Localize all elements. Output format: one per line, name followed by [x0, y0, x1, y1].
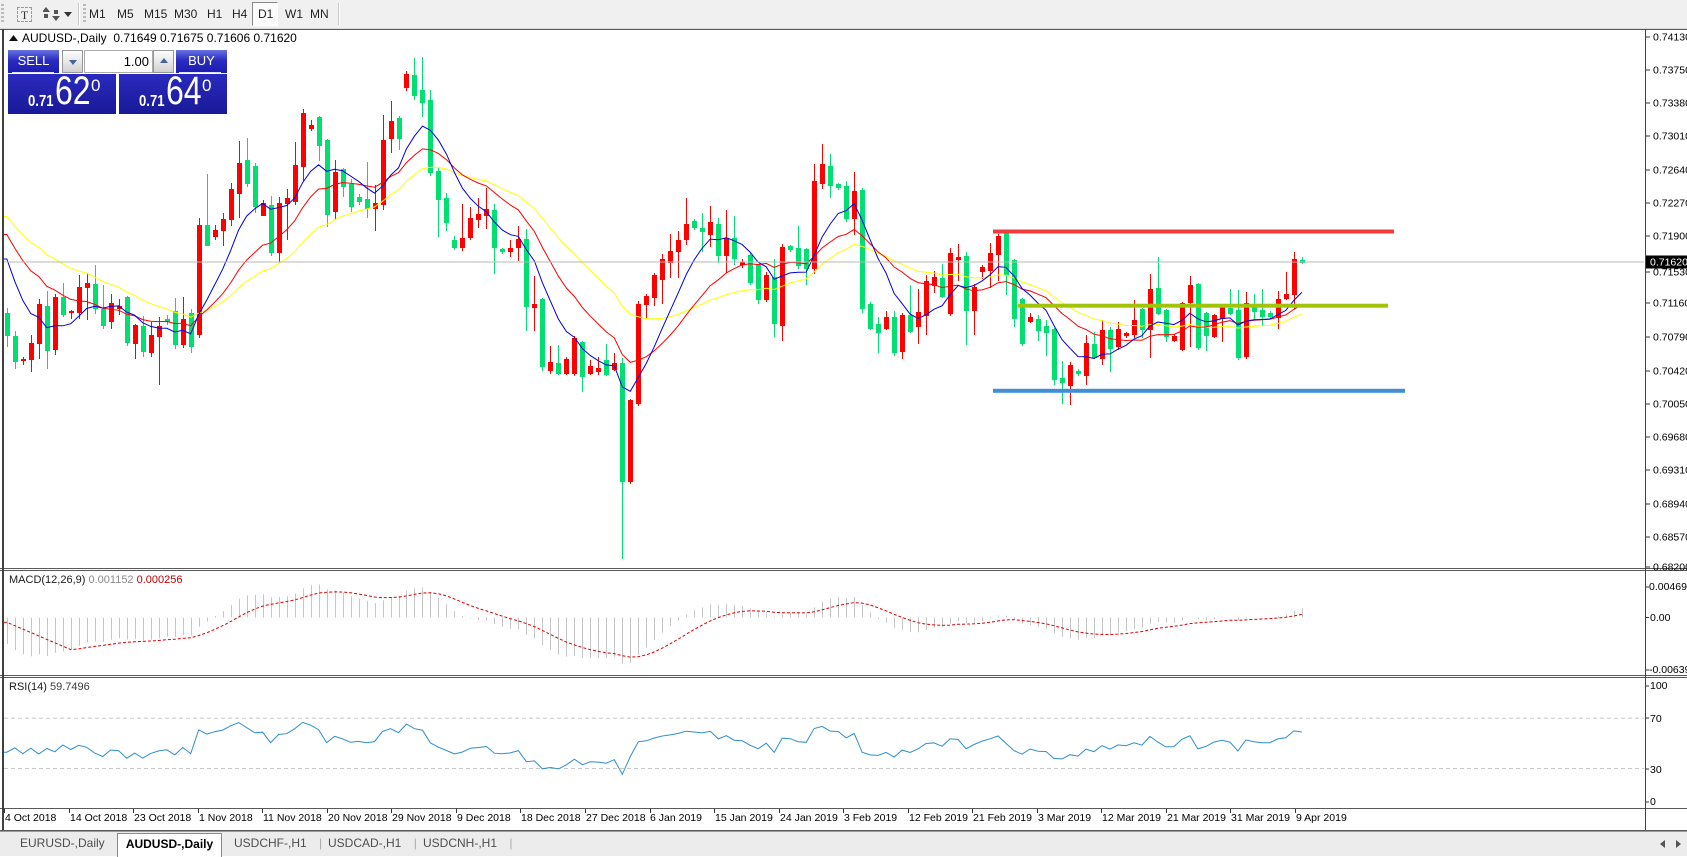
svg-text:18 Dec 2018: 18 Dec 2018	[521, 812, 581, 824]
svg-text:21 Feb 2019: 21 Feb 2019	[973, 812, 1032, 824]
svg-text:1 Nov 2018: 1 Nov 2018	[199, 812, 253, 824]
svg-text:15 Jan 2019: 15 Jan 2019	[715, 812, 773, 824]
svg-text:3 Mar 2019: 3 Mar 2019	[1038, 812, 1091, 824]
svg-text:27 Dec 2018: 27 Dec 2018	[586, 812, 646, 824]
svg-text:RSI(14) 59.7496: RSI(14) 59.7496	[9, 681, 90, 693]
svg-text:11 Nov 2018: 11 Nov 2018	[263, 812, 322, 824]
svg-text:0.71160: 0.71160	[1653, 298, 1687, 310]
svg-text:12 Feb 2019: 12 Feb 2019	[909, 812, 968, 824]
svg-text:0.00: 0.00	[1650, 612, 1671, 624]
svg-text:12 Mar 2019: 12 Mar 2019	[1102, 812, 1161, 824]
svg-text:21 Mar 2019: 21 Mar 2019	[1167, 812, 1226, 824]
svg-text:9 Apr 2019: 9 Apr 2019	[1296, 812, 1347, 824]
svg-text:4 Oct 2018: 4 Oct 2018	[5, 812, 57, 824]
svg-text:MACD(12,26,9) 0.001152 0.00025: MACD(12,26,9) 0.001152 0.000256	[9, 574, 183, 586]
svg-text:20 Nov 2018: 20 Nov 2018	[328, 812, 388, 824]
svg-text:6 Jan 2019: 6 Jan 2019	[650, 812, 702, 824]
svg-text:3 Feb 2019: 3 Feb 2019	[844, 812, 897, 824]
svg-text:AUDUSD-,Daily 0.71649 0.71675: AUDUSD-,Daily 0.71649 0.71675 0.71606 0.…	[22, 31, 297, 45]
svg-text:0.004694: 0.004694	[1649, 581, 1687, 593]
svg-text:31 Mar 2019: 31 Mar 2019	[1231, 812, 1290, 824]
svg-text:9 Dec 2018: 9 Dec 2018	[457, 812, 511, 824]
svg-text:29 Nov 2018: 29 Nov 2018	[392, 812, 452, 824]
svg-text:0: 0	[1650, 796, 1656, 808]
svg-text:30: 30	[1650, 764, 1662, 776]
svg-text:100: 100	[1650, 680, 1668, 692]
svg-text:24 Jan 2019: 24 Jan 2019	[780, 812, 838, 824]
svg-text:70: 70	[1650, 713, 1662, 725]
svg-text:14 Oct 2018: 14 Oct 2018	[70, 812, 127, 824]
svg-text:0.71620: 0.71620	[1650, 257, 1687, 269]
svg-text:23 Oct 2018: 23 Oct 2018	[134, 812, 191, 824]
svg-text:-0.00639: -0.00639	[1649, 664, 1687, 676]
